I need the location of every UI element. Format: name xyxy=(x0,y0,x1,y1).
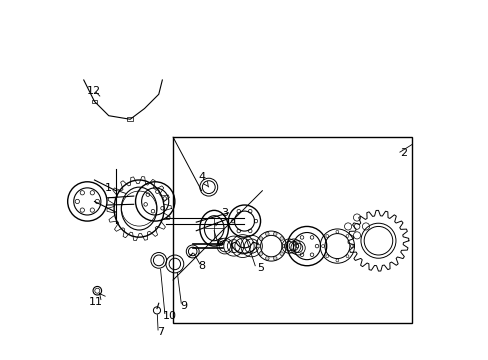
Circle shape xyxy=(265,232,268,236)
Circle shape xyxy=(259,237,262,240)
Circle shape xyxy=(273,257,277,260)
Circle shape xyxy=(256,244,260,248)
Wedge shape xyxy=(231,242,257,253)
Circle shape xyxy=(265,257,268,260)
Text: 6: 6 xyxy=(216,238,223,248)
Bar xyxy=(127,117,133,121)
Text: 3: 3 xyxy=(215,208,228,226)
Circle shape xyxy=(273,232,277,236)
Circle shape xyxy=(279,237,283,240)
Text: 7: 7 xyxy=(157,327,164,337)
Circle shape xyxy=(259,252,262,256)
Text: 12: 12 xyxy=(87,86,101,96)
Bar xyxy=(173,137,411,323)
Text: 1: 1 xyxy=(105,183,125,193)
Text: 8: 8 xyxy=(198,261,205,271)
Text: 4: 4 xyxy=(198,172,208,187)
Text: 2: 2 xyxy=(399,148,406,158)
Circle shape xyxy=(279,252,283,256)
Text: 5: 5 xyxy=(257,263,264,273)
Text: 10: 10 xyxy=(162,311,176,321)
Circle shape xyxy=(282,244,285,248)
Bar xyxy=(91,100,97,103)
Text: 9: 9 xyxy=(180,301,187,311)
Text: 11: 11 xyxy=(89,297,103,307)
